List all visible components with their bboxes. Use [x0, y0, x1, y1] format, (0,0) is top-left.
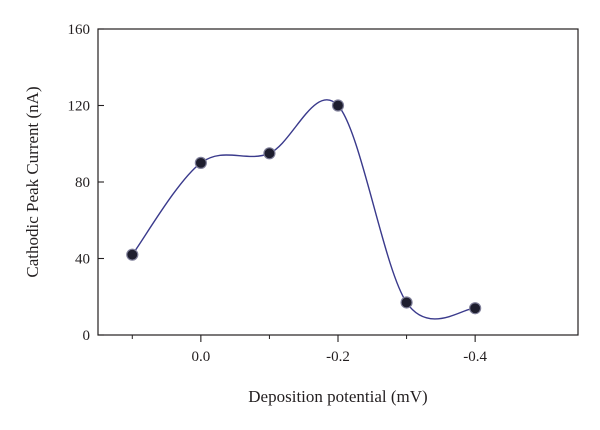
- y-tick-label: 80: [75, 175, 90, 191]
- y-tick-label: 40: [75, 252, 90, 268]
- y-tick-label: 160: [68, 22, 91, 38]
- data-point: [194, 156, 207, 169]
- x-tick-label: -0.4: [463, 349, 487, 365]
- data-point: [469, 302, 482, 315]
- y-tick-label: 120: [68, 99, 91, 115]
- data-point: [126, 248, 139, 261]
- y-axis-ticks: 0 40 80 120 160: [68, 22, 104, 344]
- data-point: [331, 99, 345, 112]
- series-markers: [126, 99, 482, 315]
- data-point: [400, 296, 413, 309]
- y-tick-label: 0: [83, 328, 91, 344]
- y-axis-title: Cathodic Peak Current (nA): [23, 86, 42, 277]
- x-tick-label: 0.0: [191, 349, 210, 365]
- series-line: [131, 99, 476, 320]
- x-axis-title: Deposition potential (mV): [248, 387, 427, 406]
- data-point: [263, 147, 276, 160]
- x-tick-label: -0.2: [326, 349, 350, 365]
- x-axis-ticks: 0.0 -0.2 -0.4: [131, 335, 488, 365]
- plot-area-frame: [97, 28, 579, 336]
